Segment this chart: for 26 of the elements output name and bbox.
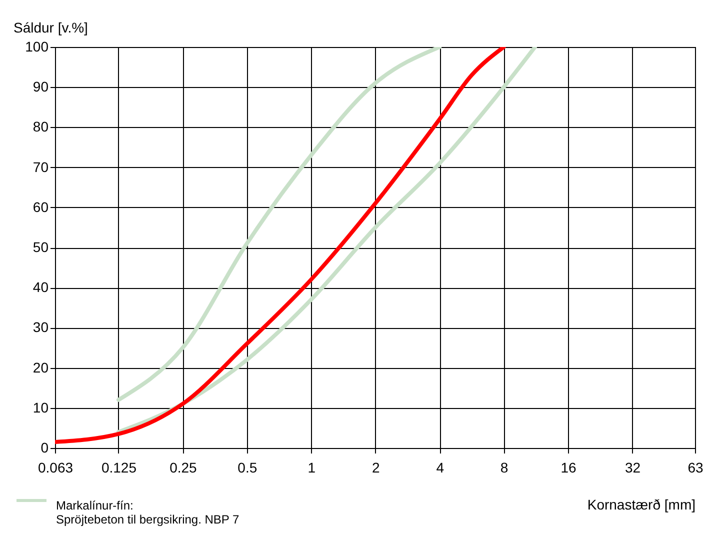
x-tick-label: 63 xyxy=(688,460,704,476)
y-tick-label: 50 xyxy=(32,239,49,255)
x-tick-label: 16 xyxy=(560,460,577,476)
x-tick-label: 0.25 xyxy=(170,460,198,476)
y-tick-label: 40 xyxy=(32,279,49,296)
x-tick-label: 32 xyxy=(624,460,641,476)
x-tick-label: 1 xyxy=(308,460,316,476)
y-tick-label: 90 xyxy=(32,78,49,95)
x-tick-label: 0.125 xyxy=(101,460,137,476)
x-tick-label: 0.5 xyxy=(238,460,258,476)
x-tick-label: 4 xyxy=(436,460,444,476)
y-tick-label: 80 xyxy=(32,118,49,135)
y-axis-title: Sáldur [v.%] xyxy=(14,20,88,36)
y-tick-label: 10 xyxy=(32,399,49,416)
y-tick-label: 0 xyxy=(40,440,49,456)
y-tick-label: 20 xyxy=(32,359,49,376)
y-tick-label: 30 xyxy=(32,319,49,336)
x-tick-label: 0.063 xyxy=(38,460,74,476)
x-axis-title: Kornastærð [mm] xyxy=(587,496,696,512)
x-tick-label: 2 xyxy=(372,460,380,476)
legend-label: Markalínur-fín: Spröjtebeton til bergsikring. NBP 7 xyxy=(56,498,240,526)
y-tick-label: 70 xyxy=(32,158,49,175)
line-series xyxy=(116,47,442,402)
y-tick-label: 100 xyxy=(25,38,49,54)
y-tick-label: 60 xyxy=(32,198,49,215)
x-tick-label: 8 xyxy=(500,460,508,476)
